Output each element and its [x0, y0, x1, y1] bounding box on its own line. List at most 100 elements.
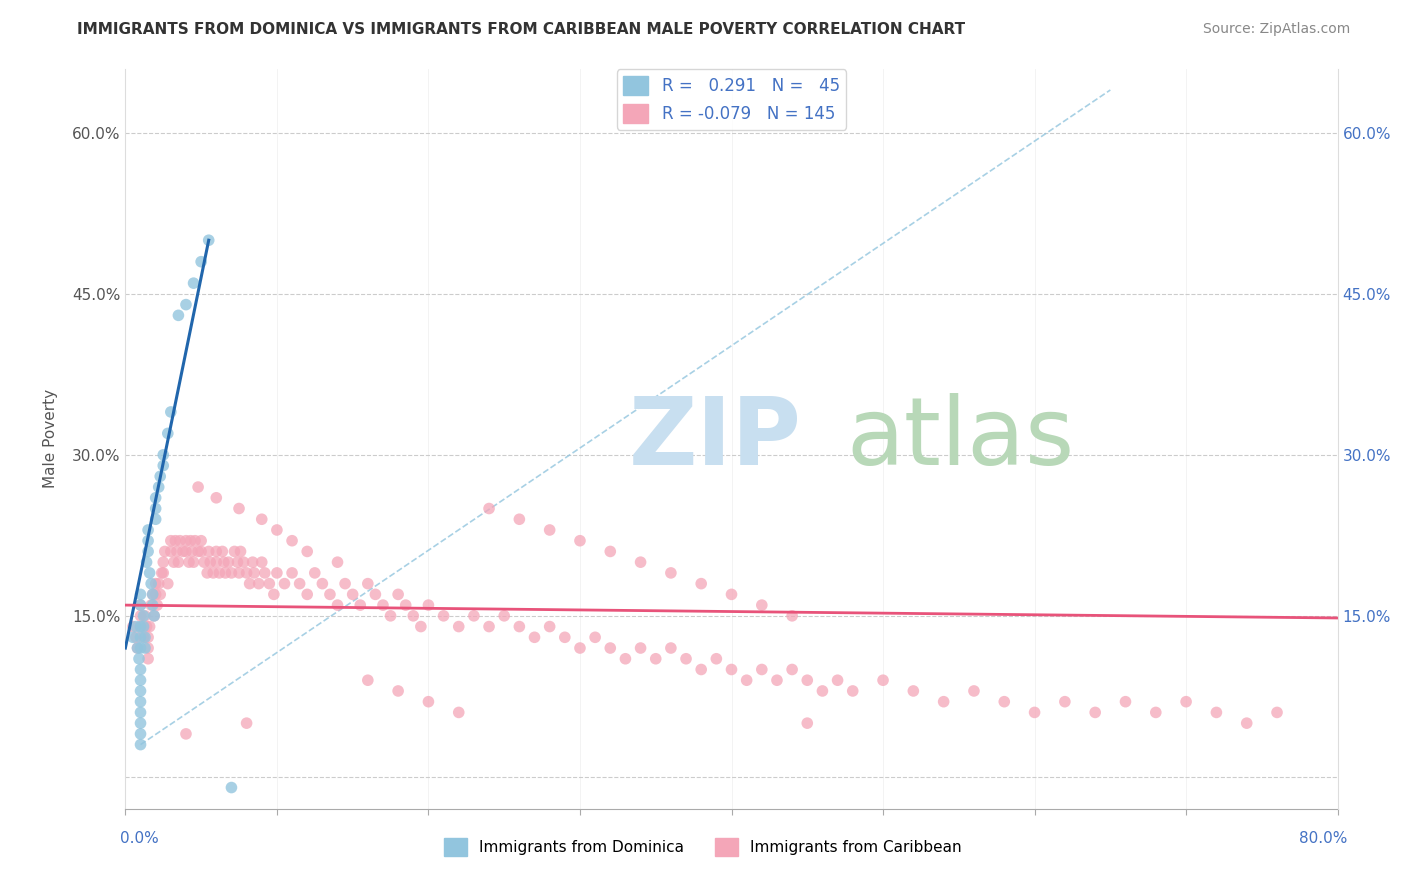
- Point: [136, 533, 159, 548]
- Point: [149, 587, 172, 601]
- Point: [145, 512, 167, 526]
- Point: [156, 576, 179, 591]
- Point: [146, 598, 169, 612]
- Point: [1265, 706, 1288, 720]
- Point: [229, 544, 252, 558]
- Point: [190, 254, 212, 268]
- Point: [538, 523, 561, 537]
- Point: [142, 587, 165, 601]
- Point: [217, 555, 239, 569]
- Point: [247, 576, 270, 591]
- Point: [202, 566, 225, 580]
- Point: [197, 233, 219, 247]
- Point: [174, 727, 197, 741]
- Point: [630, 555, 652, 569]
- Point: [129, 727, 152, 741]
- Point: [349, 598, 371, 612]
- Point: [143, 608, 166, 623]
- Point: [129, 663, 152, 677]
- Point: [872, 673, 894, 688]
- Point: [128, 652, 150, 666]
- Point: [478, 501, 501, 516]
- Point: [197, 544, 219, 558]
- Point: [239, 576, 262, 591]
- Point: [139, 576, 162, 591]
- Point: [226, 555, 249, 569]
- Point: [153, 544, 176, 558]
- Point: [690, 576, 713, 591]
- Text: atlas: atlas: [846, 392, 1076, 484]
- Point: [142, 587, 165, 601]
- Point: [409, 619, 432, 633]
- Point: [183, 276, 205, 290]
- Point: [295, 544, 318, 558]
- Point: [259, 576, 281, 591]
- Point: [253, 566, 276, 580]
- Point: [583, 630, 606, 644]
- Point: [177, 555, 200, 569]
- Point: [165, 533, 187, 548]
- Point: [190, 533, 212, 548]
- Point: [125, 619, 148, 633]
- Point: [780, 663, 803, 677]
- Point: [174, 533, 197, 548]
- Point: [811, 684, 834, 698]
- Point: [212, 555, 235, 569]
- Point: [129, 640, 152, 655]
- Point: [766, 673, 789, 688]
- Point: [690, 663, 713, 677]
- Text: IMMIGRANTS FROM DOMINICA VS IMMIGRANTS FROM CARIBBEAN MALE POVERTY CORRELATION C: IMMIGRANTS FROM DOMINICA VS IMMIGRANTS F…: [77, 22, 966, 37]
- Point: [1114, 695, 1136, 709]
- Point: [418, 598, 440, 612]
- Point: [145, 587, 167, 601]
- Point: [145, 576, 167, 591]
- Point: [135, 555, 157, 569]
- Point: [193, 555, 215, 569]
- Text: Source: ZipAtlas.com: Source: ZipAtlas.com: [1202, 22, 1350, 37]
- Point: [614, 652, 637, 666]
- Point: [205, 544, 228, 558]
- Point: [152, 555, 174, 569]
- Point: [932, 695, 955, 709]
- Point: [281, 533, 304, 548]
- Point: [387, 684, 409, 698]
- Point: [129, 706, 152, 720]
- Point: [395, 598, 418, 612]
- Point: [167, 309, 190, 323]
- Point: [1205, 706, 1227, 720]
- Point: [1024, 706, 1046, 720]
- Point: [145, 501, 167, 516]
- Point: [1175, 695, 1198, 709]
- Point: [342, 587, 364, 601]
- Point: [319, 587, 342, 601]
- Point: [187, 544, 209, 558]
- Point: [735, 673, 758, 688]
- Y-axis label: Male Poverty: Male Poverty: [44, 389, 58, 488]
- Point: [148, 576, 170, 591]
- Point: [156, 426, 179, 441]
- Point: [659, 640, 682, 655]
- Point: [139, 598, 162, 612]
- Point: [125, 630, 148, 644]
- Point: [160, 405, 183, 419]
- Point: [136, 630, 159, 644]
- Point: [205, 555, 228, 569]
- Point: [326, 555, 349, 569]
- Point: [1144, 706, 1167, 720]
- Point: [357, 576, 380, 591]
- Point: [228, 566, 250, 580]
- Point: [1084, 706, 1107, 720]
- Point: [568, 640, 591, 655]
- Point: [780, 608, 803, 623]
- Point: [142, 598, 165, 612]
- Point: [180, 533, 202, 548]
- Point: [136, 523, 159, 537]
- Point: [149, 469, 172, 483]
- Point: [371, 598, 394, 612]
- Point: [134, 608, 156, 623]
- Point: [463, 608, 485, 623]
- Point: [1053, 695, 1076, 709]
- Point: [174, 297, 197, 311]
- Point: [134, 630, 156, 644]
- Point: [127, 640, 149, 655]
